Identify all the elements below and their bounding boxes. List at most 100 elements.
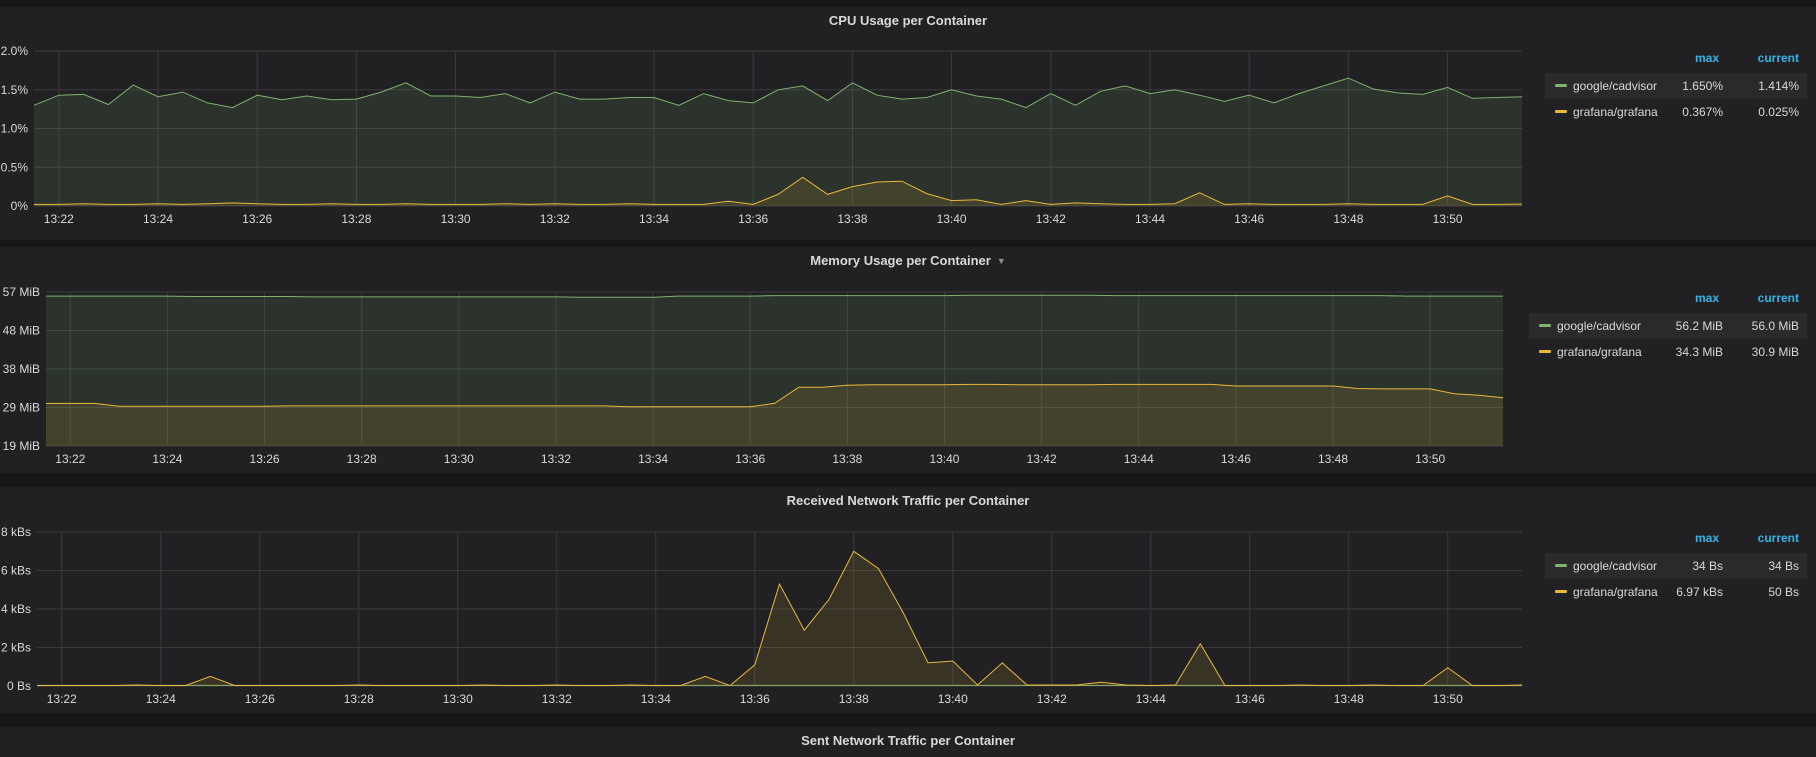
x-tick-label: 13:36 bbox=[738, 212, 768, 226]
series-line bbox=[33, 77, 1523, 109]
x-tick-label: 13:50 bbox=[1433, 692, 1463, 706]
legend-item-grafana[interactable]: grafana/grafana 34.3 MiB 30.9 MiB bbox=[1529, 339, 1807, 365]
x-tick-label: 13:32 bbox=[540, 212, 570, 226]
memory-usage-chart[interactable]: 19 MiB 29 MiB 38 MiB 48 MiB 57 MiB 13:22 13:24… bbox=[0, 247, 1530, 473]
legend-max-header[interactable]: max bbox=[1694, 51, 1719, 65]
legend-current-header[interactable]: current bbox=[1757, 51, 1799, 65]
x-tick-label: 13:28 bbox=[344, 692, 374, 706]
panel-cpu-usage: CPU Usage per Container 0% 0.5% 1.0% 1.5% 2.… bbox=[0, 7, 1816, 240]
x-tick-label: 13:30 bbox=[443, 692, 473, 706]
series-color-swatch bbox=[1555, 590, 1567, 593]
y-tick-label: 2.0% bbox=[1, 44, 29, 58]
x-tick-label: 13:24 bbox=[146, 692, 176, 706]
series-area bbox=[37, 551, 1522, 686]
y-tick-label: 48 MiB bbox=[3, 324, 40, 338]
y-tick-label: 19 MiB bbox=[3, 439, 40, 453]
y-tick-label: 0 Bs bbox=[7, 679, 31, 693]
panel-title[interactable]: Received Network Traffic per Container bbox=[786, 493, 1030, 508]
panel-received-network-traffic: Received Network Traffic per Container 0… bbox=[0, 487, 1816, 713]
x-tick-label: 13:50 bbox=[1433, 212, 1463, 226]
legend: max current google/cadvisor 34 Bs 34 Bs … bbox=[1545, 531, 1807, 605]
x-tick-label: 13:48 bbox=[1334, 692, 1364, 706]
legend-series-name: google/cadvisor bbox=[1557, 319, 1642, 333]
cpu-usage-chart[interactable]: 0% 0.5% 1.0% 1.5% 2.0% 13:22 13:24 13:26 13:28 13… bbox=[0, 7, 1530, 240]
y-tick-label: 1.0% bbox=[1, 122, 29, 136]
legend-max-header[interactable]: max bbox=[1694, 531, 1719, 545]
series-line bbox=[46, 383, 1504, 408]
x-tick-label: 13:22 bbox=[44, 212, 74, 226]
series-line bbox=[34, 176, 1523, 205]
legend-current-value: 1.414% bbox=[1758, 79, 1799, 93]
x-tick-label: 13:22 bbox=[47, 692, 77, 706]
x-tick-label: 13:38 bbox=[837, 212, 867, 226]
x-tick-label: 13:40 bbox=[929, 452, 959, 466]
legend-item-grafana[interactable]: grafana/grafana 6.97 kBs 50 Bs bbox=[1545, 579, 1807, 605]
legend-item-cadvisor[interactable]: google/cadvisor 56.2 MiB 56.0 MiB bbox=[1529, 313, 1807, 339]
legend-max-value: 6.97 kBs bbox=[1676, 585, 1723, 599]
legend-current-value: 0.025% bbox=[1758, 105, 1799, 119]
legend-current-value: 30.9 MiB bbox=[1751, 345, 1799, 359]
legend-item-cadvisor[interactable]: google/cadvisor 34 Bs 34 Bs bbox=[1545, 553, 1807, 579]
x-tick-label: 13:36 bbox=[735, 452, 765, 466]
legend-max-value: 0.367% bbox=[1682, 105, 1723, 119]
x-tick-label: 13:46 bbox=[1221, 452, 1251, 466]
x-tick-label: 13:36 bbox=[740, 692, 770, 706]
legend-item-grafana[interactable]: grafana/grafana 0.367% 0.025% bbox=[1545, 99, 1807, 125]
x-tick-label: 13:24 bbox=[143, 212, 173, 226]
series-color-swatch bbox=[1555, 110, 1567, 113]
legend-current-header[interactable]: current bbox=[1757, 291, 1799, 305]
legend-series-name: grafana/grafana bbox=[1557, 345, 1642, 359]
received-network-traffic-chart[interactable]: 0 Bs 2 kBs 4 kBs 6 kBs 8 kBs 13:22 13:24 13:26 1… bbox=[0, 487, 1530, 713]
x-tick-label: 13:44 bbox=[1135, 212, 1165, 226]
x-tick-label: 13:24 bbox=[152, 452, 182, 466]
legend-series-name: google/cadvisor bbox=[1573, 79, 1658, 93]
legend-current-header[interactable]: current bbox=[1757, 531, 1799, 545]
legend-max-value: 34 Bs bbox=[1692, 559, 1723, 573]
x-tick-label: 13:22 bbox=[55, 452, 85, 466]
series-color-swatch bbox=[1539, 350, 1551, 353]
legend: max current google/cadvisor 56.2 MiB 56.… bbox=[1529, 291, 1807, 365]
x-tick-label: 13:40 bbox=[938, 692, 968, 706]
x-tick-label: 13:42 bbox=[1027, 452, 1057, 466]
panel-sent-network-traffic: Sent Network Traffic per Container bbox=[0, 727, 1816, 757]
x-tick-label: 13:32 bbox=[541, 452, 571, 466]
x-tick-label: 13:46 bbox=[1235, 692, 1265, 706]
legend-current-value: 34 Bs bbox=[1768, 559, 1799, 573]
y-tick-label: 38 MiB bbox=[3, 362, 40, 376]
legend-max-header[interactable]: max bbox=[1694, 291, 1719, 305]
series-color-swatch bbox=[1555, 84, 1567, 87]
x-tick-label: 13:34 bbox=[638, 452, 668, 466]
x-tick-label: 13:44 bbox=[1124, 452, 1154, 466]
x-tick-label: 13:28 bbox=[341, 212, 371, 226]
legend-series-name: grafana/grafana bbox=[1573, 585, 1658, 599]
x-tick-label: 13:26 bbox=[250, 452, 280, 466]
panel-title[interactable]: CPU Usage per Container bbox=[828, 13, 988, 28]
legend-item-cadvisor[interactable]: google/cadvisor 1.650% 1.414% bbox=[1545, 73, 1807, 99]
x-tick-label: 13:30 bbox=[441, 212, 471, 226]
series-color-swatch bbox=[1555, 564, 1567, 567]
legend-current-value: 50 Bs bbox=[1768, 585, 1799, 599]
series-line bbox=[46, 294, 1503, 298]
x-tick-label: 13:44 bbox=[1136, 692, 1166, 706]
y-tick-label: 1.5% bbox=[1, 83, 29, 97]
series-area bbox=[34, 177, 1522, 206]
legend: max current google/cadvisor 1.650% 1.414… bbox=[1545, 51, 1807, 125]
x-tick-label: 13:46 bbox=[1234, 212, 1264, 226]
x-tick-label: 13:34 bbox=[639, 212, 669, 226]
series-area bbox=[46, 384, 1503, 446]
legend-max-value: 56.2 MiB bbox=[1675, 319, 1723, 333]
legend-series-name: grafana/grafana bbox=[1573, 105, 1658, 119]
x-tick-label: 13:42 bbox=[1037, 692, 1067, 706]
chevron-down-icon[interactable]: ▼ bbox=[996, 256, 1006, 266]
panel-title[interactable]: Sent Network Traffic per Container bbox=[801, 733, 1015, 748]
x-tick-label: 13:30 bbox=[444, 452, 474, 466]
x-tick-label: 13:48 bbox=[1333, 212, 1363, 226]
x-tick-label: 13:38 bbox=[832, 452, 862, 466]
x-tick-label: 13:34 bbox=[641, 692, 671, 706]
legend-current-value: 56.0 MiB bbox=[1751, 319, 1799, 333]
y-tick-label: 2 kBs bbox=[1, 641, 31, 655]
panel-title[interactable]: Memory Usage per Container ▼ bbox=[810, 253, 1006, 268]
x-tick-label: 13:26 bbox=[245, 692, 275, 706]
series-color-swatch bbox=[1539, 324, 1551, 327]
x-tick-label: 13:28 bbox=[347, 452, 377, 466]
